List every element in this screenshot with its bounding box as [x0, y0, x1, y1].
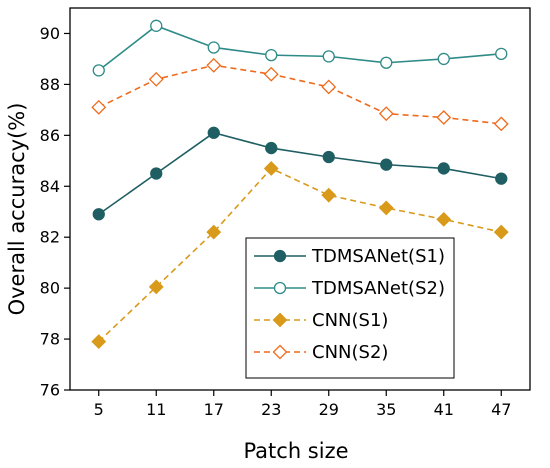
data-point: [436, 211, 452, 227]
y-tick-label: 88: [40, 75, 60, 94]
data-point: [207, 41, 220, 54]
axes: 76 78 80 82 84 86 88 90 5 11 17 23 29 35 41 47: [40, 7, 531, 419]
y-tick-label: 86: [40, 126, 60, 145]
series-1: [92, 126, 508, 221]
data-point: [207, 126, 220, 139]
data-point: [380, 158, 393, 171]
x-tick-label: 17: [204, 400, 224, 419]
series-3: [91, 161, 509, 350]
data-point: [92, 208, 105, 221]
legend-label: TDMSANet(S2): [311, 278, 445, 299]
data-point: [265, 141, 278, 155]
data-point: [148, 71, 164, 87]
data-point: [495, 47, 508, 60]
data-point: [150, 19, 163, 32]
data-point: [265, 48, 278, 62]
data-point: [91, 99, 107, 115]
legend-swatch-marker: [273, 249, 287, 263]
series-2: [92, 19, 508, 77]
y-axis-label: Overall accuracy(%): [5, 103, 29, 316]
y-tick-label: 84: [40, 177, 60, 196]
data-point: [321, 187, 337, 203]
legend-label: TDMSANet(S1): [311, 246, 445, 267]
legend-item: TDMSANet(S1): [254, 246, 445, 267]
x-tick-label: 41: [434, 400, 454, 419]
legend: TDMSANet(S1) TDMSANet(S2) CNN(S1) CNN(S2): [245, 237, 455, 379]
series-4: [91, 57, 509, 132]
series-line: [98, 131, 502, 215]
data-point: [206, 57, 222, 73]
legend-item: CNN(S2): [254, 342, 388, 363]
legend-label: CNN(S1): [312, 310, 388, 331]
data-point: [92, 64, 105, 77]
data-point: [91, 334, 107, 350]
series-line: [98, 167, 502, 343]
series-line: [98, 24, 502, 72]
x-axis-label: Patch size: [243, 439, 348, 463]
x-tick-label: 5: [94, 400, 104, 419]
x-tick-label: 23: [261, 400, 281, 419]
legend-label: CNN(S2): [312, 342, 388, 363]
data-point: [437, 52, 450, 66]
data-point: [322, 150, 335, 164]
data-point: [436, 110, 452, 125]
legend-item: CNN(S1): [254, 310, 388, 331]
legend-swatch-marker: [272, 312, 288, 328]
data-point: [321, 79, 337, 95]
data-point: [206, 224, 222, 240]
y-tick-label: 80: [40, 279, 60, 298]
data-point: [148, 279, 164, 295]
series-line: [98, 64, 502, 125]
data-point: [322, 50, 335, 63]
x-tick-label: 35: [376, 400, 396, 419]
legend-item: TDMSANet(S2): [254, 278, 445, 299]
data-point: [263, 161, 279, 176]
plot-area: [91, 19, 509, 350]
y-tick-label: 90: [40, 24, 60, 43]
data-point: [378, 200, 394, 216]
data-point: [380, 56, 393, 69]
y-tick-label: 82: [40, 228, 60, 247]
data-point: [263, 66, 279, 82]
x-tick-label: 47: [491, 400, 511, 419]
x-tick-label: 29: [319, 400, 339, 419]
data-point: [495, 172, 508, 185]
data-point: [378, 106, 394, 122]
legend-swatch-marker: [273, 281, 287, 295]
data-point: [493, 116, 509, 132]
y-tick-label: 76: [40, 381, 60, 400]
y-tick-label: 78: [40, 330, 60, 349]
plot-frame: [69, 7, 531, 391]
data-point: [437, 162, 450, 175]
legend-swatch-marker: [272, 344, 288, 360]
x-tick-label: 11: [146, 400, 166, 419]
data-point: [493, 224, 509, 240]
data-point: [150, 167, 163, 180]
